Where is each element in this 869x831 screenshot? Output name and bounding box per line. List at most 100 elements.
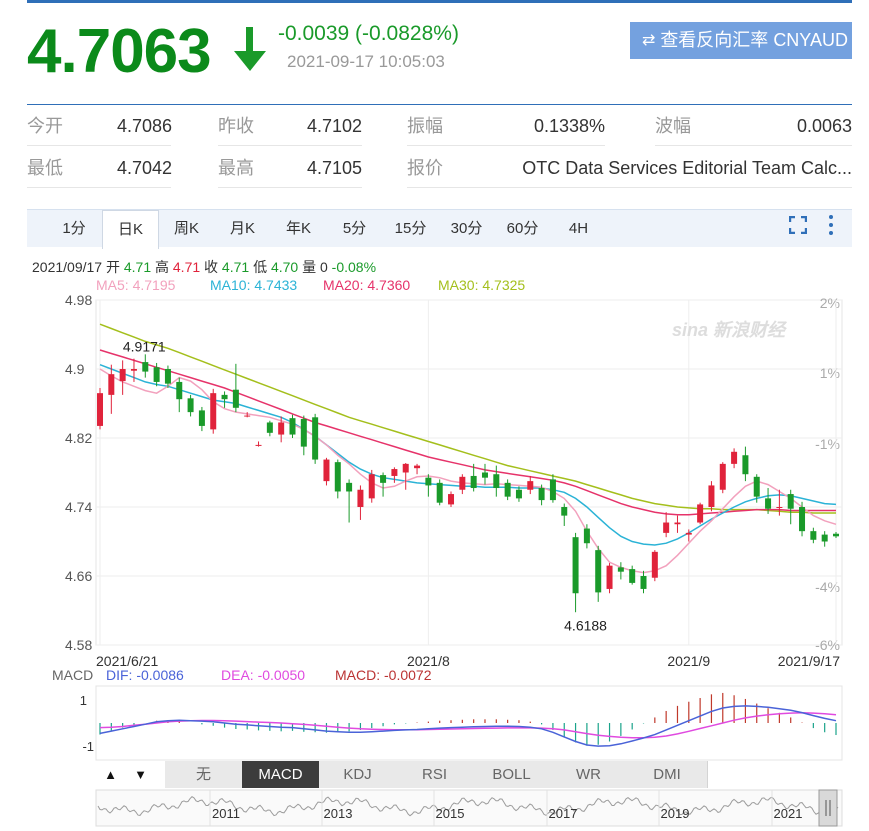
tab-yearly-k[interactable]: 年K — [285, 220, 311, 237]
candle-body — [119, 369, 126, 382]
quote-time: 2021-09-17 10:05:03 — [287, 52, 445, 71]
range-label: 波幅 — [655, 116, 691, 136]
row-underline — [27, 145, 171, 146]
amplitude-value: 0.1338% — [533, 116, 605, 136]
candle-body — [606, 565, 613, 589]
candle-body — [357, 489, 364, 507]
candle-body — [833, 533, 839, 537]
tab-30min[interactable]: 30分 — [450, 220, 483, 237]
macd-legend-dea: DEA: -0.0050 — [221, 667, 305, 683]
candle-body — [266, 422, 273, 433]
candle-body — [799, 507, 806, 532]
low-label: 最低 — [27, 158, 63, 178]
fullscreen-icon[interactable] — [789, 216, 807, 234]
tab-4h[interactable]: 4H — [568, 220, 589, 237]
candle-body — [617, 567, 624, 572]
candle-body — [380, 475, 387, 483]
candle-body — [470, 475, 477, 489]
candle-body — [323, 459, 330, 482]
sina-watermark: sina 新浪财经 — [672, 320, 788, 340]
tab-5min[interactable]: 5分 — [342, 220, 367, 237]
candle-body — [685, 532, 692, 535]
candle-body — [459, 476, 466, 490]
macd-y-tick: -1 — [82, 739, 94, 754]
candle-body — [210, 393, 217, 430]
ohlc-close: 4.71 — [221, 259, 250, 275]
range-value: 0.0063 — [796, 116, 852, 136]
prev-close-value: 4.7102 — [306, 116, 362, 136]
tab-15min[interactable]: 15分 — [394, 220, 427, 237]
candle-body — [198, 410, 205, 426]
dif-line — [99, 705, 837, 747]
ohlc-vol: 0 — [319, 259, 328, 275]
ohlc-summary: 2021/09/17 开 4.71 高 4.71 收 4.71 低 4.70 量… — [32, 257, 376, 277]
y-tick-label: 4.66 — [65, 568, 92, 584]
candle-body — [368, 474, 375, 499]
candle-body — [538, 488, 545, 501]
navigator-year: 2013 — [324, 806, 353, 821]
row-underline — [655, 145, 852, 146]
y-tick-label: 4.58 — [65, 637, 92, 653]
open-label: 今开 — [27, 116, 63, 136]
row-underline — [218, 145, 362, 146]
indicator-tab-kdj[interactable]: KDJ — [319, 761, 397, 788]
candle-body — [583, 528, 590, 544]
tab-60min[interactable]: 60分 — [506, 220, 539, 237]
navigator-handle — [818, 789, 838, 827]
candle-body — [255, 444, 262, 446]
reverse-rate-button[interactable]: ⇄ 查看反向汇率 CNYAUD — [630, 22, 852, 59]
indicator-tab-rsi[interactable]: RSI — [396, 761, 474, 788]
candle-body — [697, 504, 704, 523]
header-divider — [27, 104, 852, 105]
candle-body — [312, 417, 319, 460]
candle-body — [187, 398, 194, 413]
candle-body — [142, 362, 149, 372]
plot-frame — [95, 299, 843, 646]
candle-body — [108, 374, 115, 395]
more-menu-icon[interactable] — [828, 214, 834, 236]
candle-body — [300, 419, 307, 447]
prev-close-label: 昨收 — [218, 116, 254, 136]
indicator-tab-macd[interactable]: MACD — [242, 761, 320, 788]
down-arrow-icon — [234, 27, 266, 71]
pct-tick-label: -4% — [815, 579, 840, 595]
indicator-tab-boll[interactable]: BOLL — [473, 761, 551, 788]
candle-body — [97, 393, 103, 426]
tab-1min[interactable]: 1分 — [62, 220, 86, 237]
pct-tick-label: 2% — [820, 295, 840, 311]
candle-body — [674, 522, 681, 525]
candle-body — [810, 531, 817, 540]
candle-body — [821, 534, 828, 542]
indicator-tab-none[interactable]: 无 — [165, 761, 243, 788]
ohlc-vol-label: 量 — [302, 259, 317, 275]
ma20-legend: MA20: 4.7360 — [323, 277, 411, 293]
navigator-year: 2011 — [212, 806, 240, 821]
navigator-year: 2017 — [549, 806, 578, 821]
current-price: 4.7063 — [27, 17, 212, 86]
period-tab-bar: 1分 日K 周K 月K 年K 5分 15分 30分 60分 4H — [27, 209, 852, 249]
amplitude-label: 振幅 — [407, 116, 443, 136]
tab-weekly-k[interactable]: 周K — [173, 220, 199, 237]
high-label: 最高 — [218, 158, 254, 178]
source-label: 报价 — [407, 158, 443, 178]
ohlc-high: 4.71 — [172, 259, 201, 275]
x-tick-label: 2021/9/17 — [778, 653, 840, 669]
candle-body — [708, 485, 715, 507]
candle-body — [595, 550, 602, 593]
indicator-tab-wr[interactable]: WR — [550, 761, 628, 788]
row-underline — [218, 187, 362, 188]
candle-body — [153, 367, 160, 382]
candle-body — [787, 494, 794, 509]
scroll-down-button[interactable]: ▼ — [128, 761, 153, 788]
indicator-tab-dmi[interactable]: DMI — [627, 761, 708, 788]
navigator-year: 2019 — [661, 806, 690, 821]
tab-daily-k[interactable]: 日K — [102, 210, 159, 249]
ma5-line — [99, 368, 837, 574]
candle-body — [731, 451, 738, 464]
tab-monthly-k[interactable]: 月K — [229, 220, 255, 237]
top-accent-line — [27, 0, 852, 3]
candle-body — [130, 369, 137, 371]
scroll-up-button[interactable]: ▲ — [98, 761, 123, 788]
candle-body — [289, 418, 296, 435]
y-tick-label: 4.98 — [65, 292, 92, 308]
